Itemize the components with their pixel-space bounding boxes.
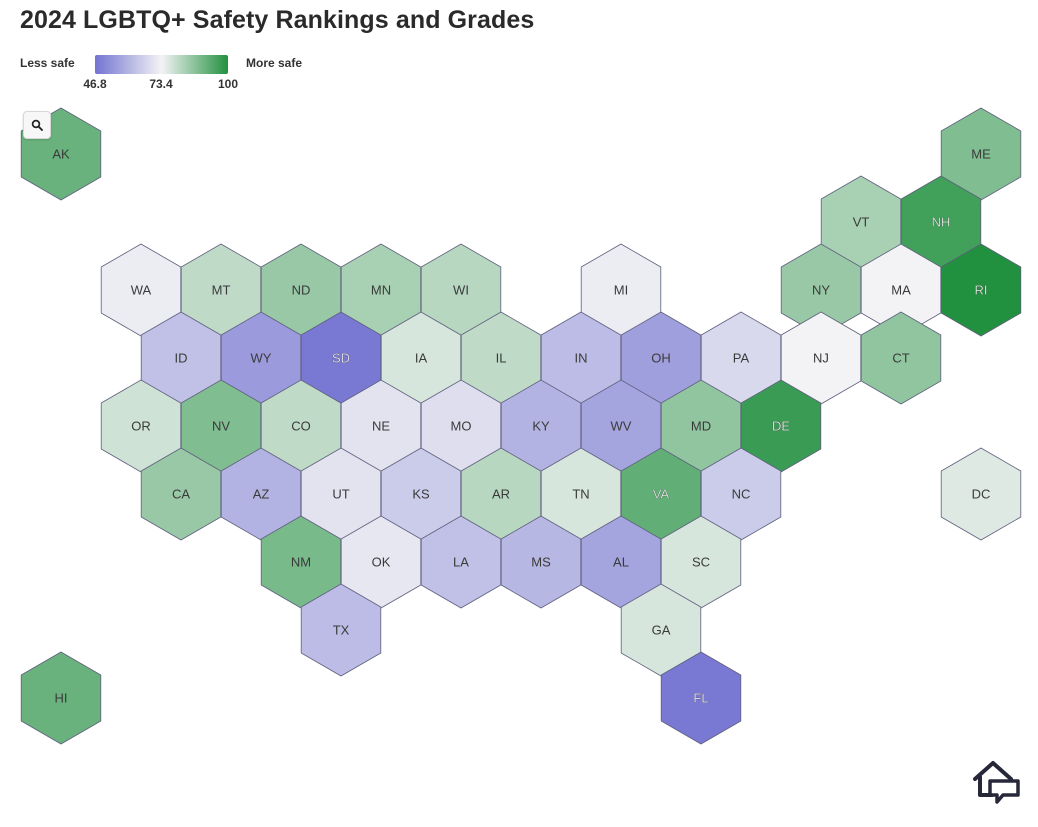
- legend-tick-mid: 73.4: [149, 77, 173, 91]
- legend-more-label: More safe: [246, 56, 303, 70]
- state-hex-dc[interactable]: DC: [940, 447, 1022, 541]
- state-hex-ct[interactable]: CT: [860, 311, 942, 405]
- legend-tick-min: 46.8: [83, 77, 107, 91]
- legend-tick-max: 100: [217, 77, 239, 91]
- legend-color-scale: [95, 55, 228, 74]
- chart-title: 2024 LGBTQ+ Safety Rankings and Grades: [20, 6, 535, 34]
- state-hex-shape[interactable]: [420, 515, 502, 609]
- search-icon: [31, 119, 43, 131]
- legend-less-label: Less safe: [20, 56, 75, 70]
- state-hex-shape[interactable]: [940, 447, 1022, 541]
- state-hex-hi[interactable]: HI: [20, 651, 102, 745]
- state-hex-shape[interactable]: [20, 651, 102, 745]
- state-hex-shape[interactable]: [300, 583, 382, 677]
- zoom-button[interactable]: [23, 111, 51, 139]
- house-chat-icon[interactable]: [970, 757, 1022, 807]
- state-hex-shape[interactable]: [860, 311, 942, 405]
- state-hex-shape[interactable]: [940, 243, 1022, 337]
- state-hex-shape[interactable]: [660, 651, 742, 745]
